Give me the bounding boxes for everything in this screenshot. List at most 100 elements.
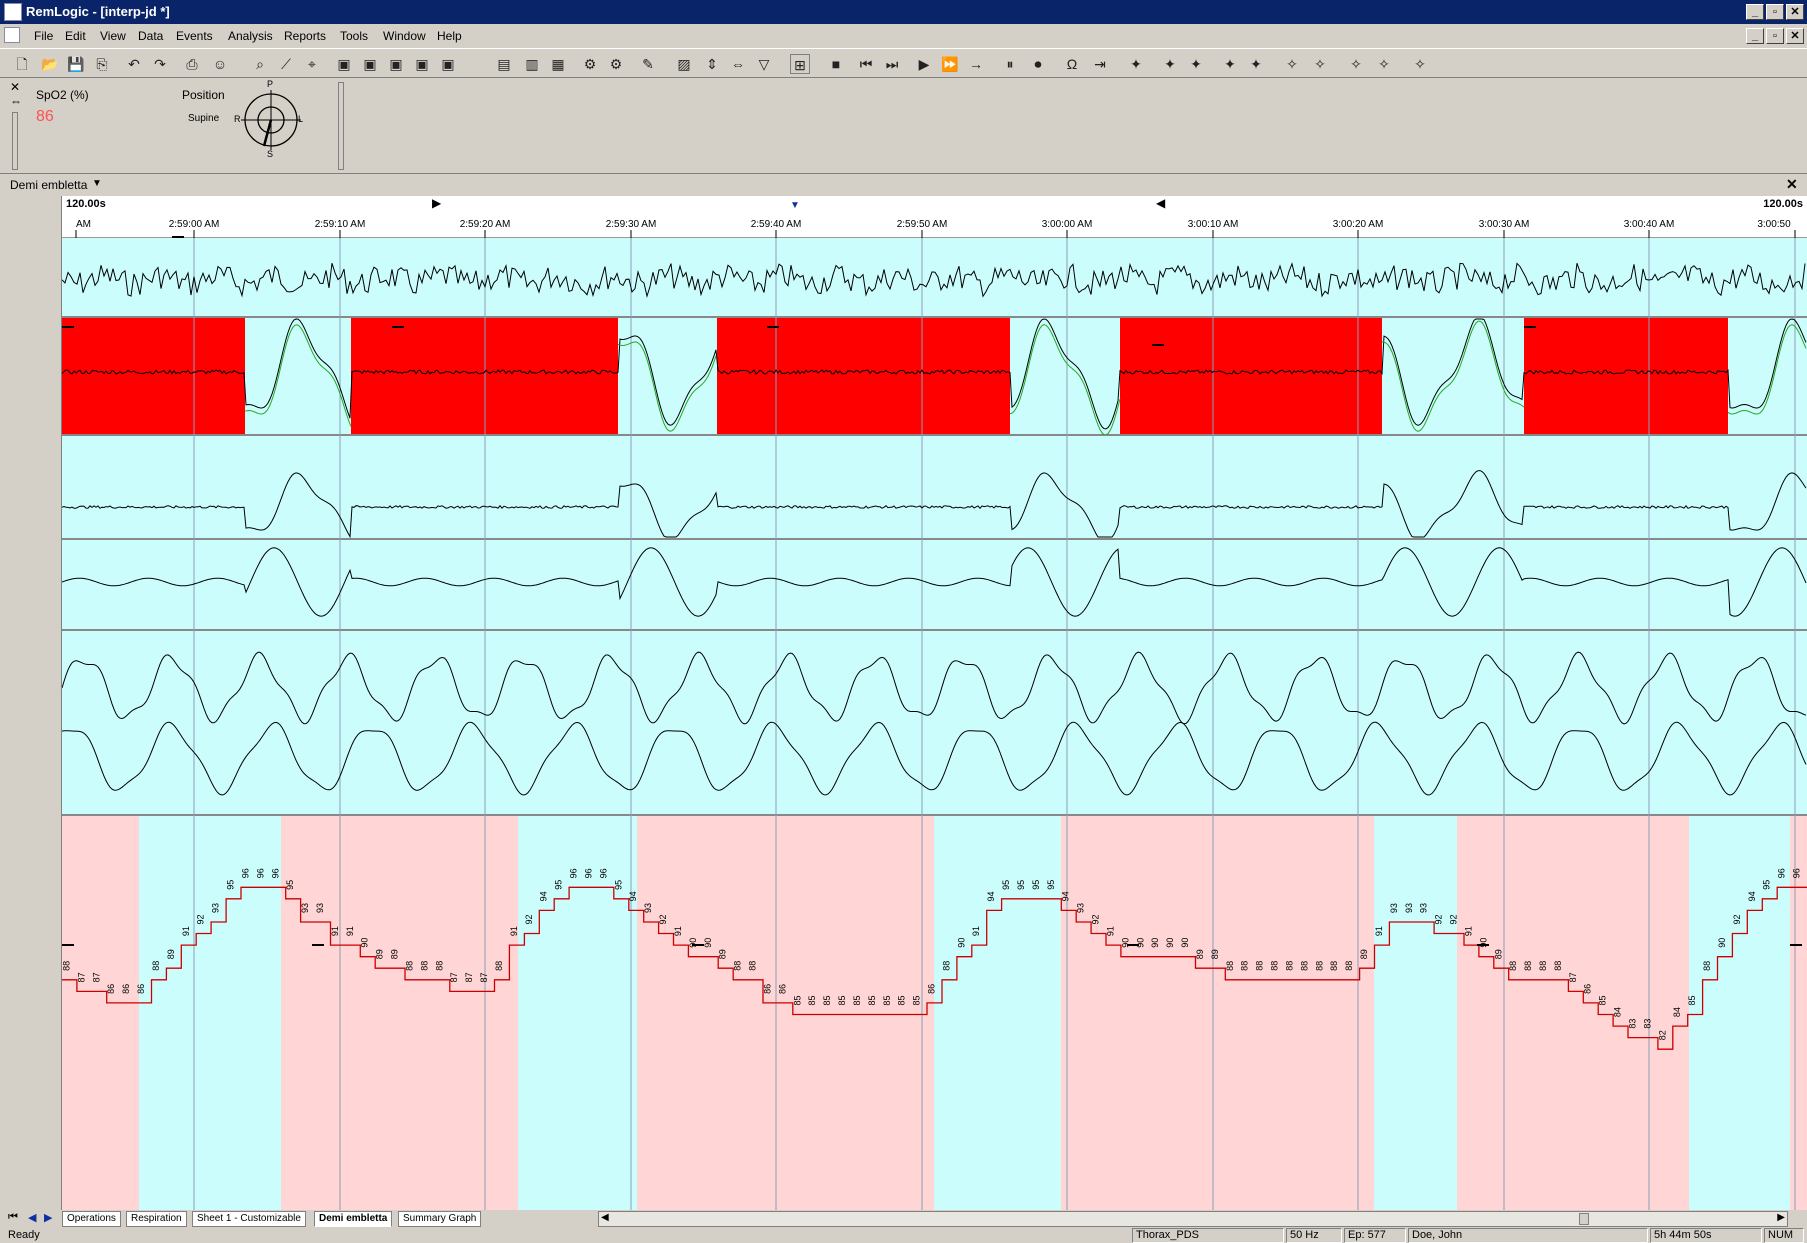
pause-icon[interactable]: ⏸	[1006, 56, 1014, 72]
event7-icon[interactable]: ✧	[1314, 56, 1326, 72]
menu-events[interactable]: Events	[176, 29, 213, 43]
event5-icon[interactable]: ✦	[1250, 56, 1262, 72]
menu-data[interactable]: Data	[138, 29, 164, 43]
tab-sheet1[interactable]: Sheet 1 - Customizable	[192, 1211, 306, 1227]
scroll-left-icon[interactable]: ◀	[601, 1212, 609, 1223]
right-cursor-icon[interactable]: ◀	[1156, 196, 1166, 210]
spo2-point-label: 85	[1687, 995, 1697, 1005]
redo-icon[interactable]: ↷	[154, 56, 166, 72]
page5-icon[interactable]: ▣	[441, 56, 455, 72]
page3-icon[interactable]: ▣	[389, 56, 403, 72]
document-icon[interactable]	[4, 27, 20, 43]
panel-pin-icon[interactable]: ⇔	[10, 94, 22, 108]
flow-green-trace-0	[244, 324, 352, 427]
chevron-down-icon[interactable]: ▼	[92, 178, 102, 189]
event6-icon[interactable]: ✧	[1286, 56, 1298, 72]
event9-icon[interactable]: ✧	[1378, 56, 1390, 72]
zoom-icon[interactable]: ⌕	[256, 56, 264, 72]
menu-window[interactable]: Window	[383, 29, 426, 43]
event3-icon[interactable]: ✦	[1190, 56, 1202, 72]
spo2-point-label: 91	[509, 926, 519, 936]
signal-plot[interactable]: 88 87 87 86 86 86 88 89 91 92 93 95 96 96 96 95 93 93 91 91…	[62, 238, 1807, 1210]
stop-icon[interactable]: ■	[831, 56, 841, 72]
doc-minimize-button[interactable]: _	[1746, 28, 1764, 44]
spo2-trace	[62, 886, 1807, 1050]
save-icon[interactable]: 💾	[67, 56, 85, 72]
close-button[interactable]: ✕	[1786, 4, 1804, 20]
time-tick-label: 2:59:50 AM	[897, 219, 948, 230]
restore-button[interactable]: ▫	[1766, 4, 1784, 20]
scroll-right-icon[interactable]: ▶	[1777, 1212, 1785, 1223]
measure-icon[interactable]: ⟋	[281, 56, 291, 72]
page4-icon[interactable]: ▣	[415, 56, 429, 72]
menu-edit[interactable]: Edit	[65, 29, 86, 43]
tab-prev-icon[interactable]: ◀	[28, 1212, 37, 1224]
panel-splitter-right[interactable]	[338, 82, 344, 170]
event-icon[interactable]: ✦	[1130, 56, 1142, 72]
undo-icon[interactable]: ↶	[128, 56, 140, 72]
adjust2-icon[interactable]: ⇔	[731, 56, 745, 72]
menu-view[interactable]: View	[100, 29, 126, 43]
adjust-icon[interactable]: ⇕	[706, 56, 718, 72]
play-icon[interactable]: ▶	[918, 56, 930, 72]
resp-panel-bg	[62, 631, 1807, 814]
panel-splitter[interactable]	[12, 112, 18, 170]
tab-summary-graph[interactable]: Summary Graph	[398, 1211, 482, 1227]
user-icon[interactable]: ☺	[212, 56, 228, 72]
apnea-event-label	[62, 326, 74, 328]
chart-icon[interactable]: ▨	[677, 56, 691, 72]
desat-event-label	[1127, 944, 1139, 946]
pen-icon[interactable]: ✎	[642, 56, 654, 72]
page2-icon[interactable]: ▣	[363, 56, 377, 72]
marker-icon[interactable]: ⌖	[308, 56, 316, 72]
grid-icon[interactable]: ⊞	[790, 54, 810, 74]
tool2-icon[interactable]: ⚙	[609, 56, 623, 72]
view-close-icon[interactable]: ✕	[1786, 176, 1798, 192]
layout3-icon[interactable]: ▦	[551, 56, 565, 72]
time-axis[interactable]: 120.00s 120.00s ▶ ▼ ◀ AM 2:59:00 AM 2:59:1…	[62, 196, 1807, 238]
event10-icon[interactable]: ✧	[1414, 56, 1426, 72]
skip-icon[interactable]: →	[969, 56, 983, 72]
copy-icon[interactable]: ⎘	[96, 56, 108, 72]
filter-icon[interactable]: ▽	[758, 56, 770, 72]
doc-close-button[interactable]: ✕	[1786, 28, 1804, 44]
menu-file[interactable]: File	[34, 29, 54, 43]
event4-icon[interactable]: ✦	[1224, 56, 1236, 72]
print-icon[interactable]: ⎙	[186, 56, 198, 72]
event2-icon[interactable]: ✦	[1164, 56, 1176, 72]
layout2-icon[interactable]: ▥	[525, 56, 539, 72]
tab-respiration[interactable]: Respiration	[126, 1211, 187, 1227]
panel-close-icon[interactable]: ✕	[10, 80, 21, 94]
left-cursor-icon[interactable]: ▶	[432, 196, 442, 210]
menu-analysis[interactable]: Analysis	[228, 29, 273, 43]
fast-forward-icon[interactable]: ⏩	[941, 56, 959, 72]
open-icon[interactable]: 📂	[41, 56, 59, 72]
tool-icon[interactable]: ⚙	[583, 56, 597, 72]
desat-event-0	[62, 816, 139, 1210]
minimize-button[interactable]: _	[1746, 4, 1764, 20]
menu-tools[interactable]: Tools	[340, 29, 369, 43]
menu-help[interactable]: Help	[437, 29, 462, 43]
tab-demi-embletta[interactable]: Demi embletta	[314, 1211, 393, 1227]
doc-restore-button[interactable]: ▫	[1766, 28, 1784, 44]
prev-icon[interactable]: ⏮	[859, 56, 873, 72]
next-step-icon[interactable]: ⏭	[885, 56, 899, 72]
layout-icon[interactable]: ▤	[497, 56, 511, 72]
menu-reports[interactable]: Reports	[284, 29, 327, 43]
spo2-point-label: 89	[1195, 949, 1205, 959]
record-icon[interactable]: ⏺	[1034, 56, 1042, 72]
omega-icon[interactable]: Ω	[1066, 56, 1078, 72]
new-icon[interactable]: 🗋	[16, 56, 28, 72]
event8-icon[interactable]: ✧	[1350, 56, 1362, 72]
tab-operations[interactable]: Operations	[62, 1211, 121, 1227]
step-icon[interactable]: ⇥	[1094, 56, 1106, 72]
horizontal-scrollbar[interactable]: ◀ ▶	[598, 1211, 1788, 1227]
tab-first-icon[interactable]: ⏮	[8, 1211, 18, 1223]
scroll-thumb[interactable]	[1579, 1213, 1589, 1225]
page-icon[interactable]: ▣	[337, 56, 351, 72]
snore-event-label	[172, 236, 184, 238]
tab-next-icon[interactable]: ▶	[44, 1212, 53, 1224]
view-name-dropdown[interactable]: Demi embletta	[10, 178, 88, 192]
center-cursor-icon[interactable]: ▼	[790, 200, 800, 211]
spo2-point-label: 87	[76, 972, 86, 982]
